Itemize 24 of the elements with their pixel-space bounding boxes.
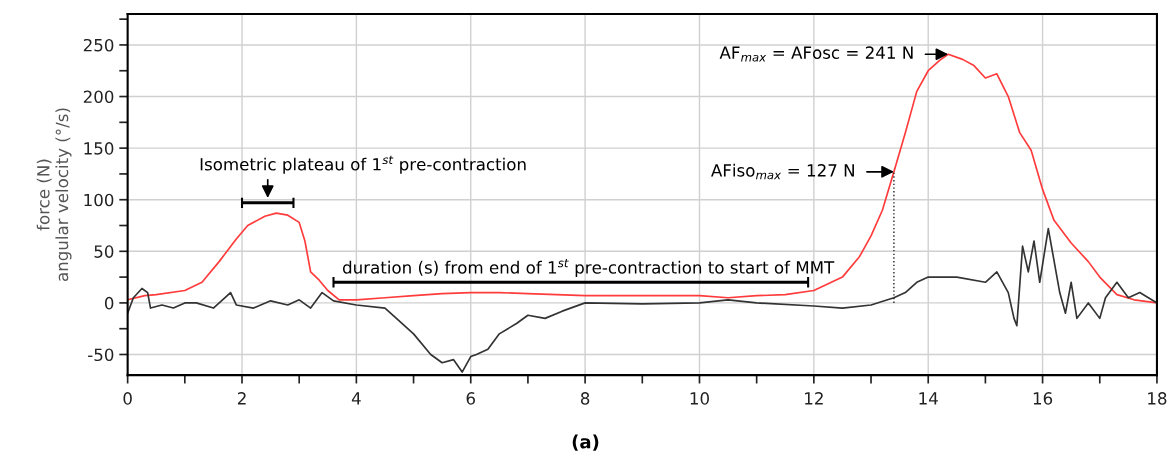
x-tick-label: 2 — [237, 392, 246, 405]
y-tick-label: 150 — [84, 142, 114, 155]
x-tick-label: 8 — [580, 392, 590, 405]
x-tick-label: 10 — [690, 392, 709, 405]
y-tick-label: 0 — [104, 296, 114, 310]
x-tick-label: 18 — [1148, 392, 1167, 405]
line-series — [127, 227, 1157, 373]
annotation: Isometric plateau of 1$^{st}$ pre-contraction — [200, 155, 526, 174]
y-tick-label: 50 — [94, 245, 114, 258]
x-tick-label: 14 — [919, 392, 938, 405]
x-tick-label: 12 — [805, 392, 823, 405]
y-tick-label: 250 — [83, 38, 114, 52]
annotation: duration (s) from end of 1$^{st}$ pre-contraction to start of MMT — [343, 258, 835, 277]
x-tick-label: 4 — [351, 392, 361, 405]
x-tick-label: 16 — [1033, 392, 1053, 405]
y-tick-label: -50 — [88, 348, 114, 362]
annotation: AFiso$_{max}$ = 127 N — [711, 163, 854, 180]
x-tick-label: 6 — [466, 392, 475, 405]
annotation: AF$_{max}$ = AFosc = 241 N — [719, 46, 913, 62]
text: (a) — [572, 434, 599, 451]
y-tick-label: 100 — [84, 193, 114, 207]
y-axis-title: force (N) angular velocity (°/s) — [36, 108, 72, 282]
y-tick-label: 200 — [83, 90, 114, 104]
x-tick-label: 0 — [123, 392, 132, 405]
